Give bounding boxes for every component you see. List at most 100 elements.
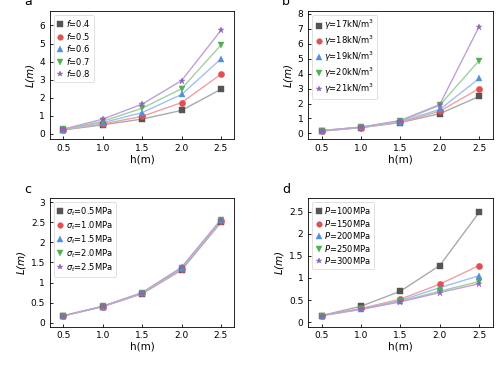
$\sigma_t$=1.0MPa xyxy=(218,219,224,224)
$f$=0.7 xyxy=(60,127,66,132)
$\gamma$=20kN/m$^3$ xyxy=(398,119,404,123)
$\sigma_t$=1.5MPa xyxy=(60,314,66,318)
$\sigma_t$=0.5MPa xyxy=(218,220,224,225)
$\gamma$=19kN/m$^3$ xyxy=(398,119,404,124)
Line: $\sigma_t$=1.0MPa: $\sigma_t$=1.0MPa xyxy=(60,218,224,319)
$\gamma$=20kN/m$^3$ xyxy=(436,103,442,108)
Line: $\gamma$=20kN/m$^3$: $\gamma$=20kN/m$^3$ xyxy=(318,57,482,134)
$P$=100MPa xyxy=(436,264,442,268)
X-axis label: h(m): h(m) xyxy=(130,342,154,352)
Line: $\sigma_t$=1.5MPa: $\sigma_t$=1.5MPa xyxy=(60,217,224,319)
$\sigma_t$=2.0MPa xyxy=(60,314,66,318)
$P$=150MPa xyxy=(398,297,404,301)
Line: $P$=250MPa: $P$=250MPa xyxy=(318,279,482,319)
$\sigma_t$=0.5MPa xyxy=(139,291,145,296)
$\gamma$=21kN/m$^3$ xyxy=(436,102,442,107)
$P$=300MPa xyxy=(358,307,364,312)
Line: $P$=150MPa: $P$=150MPa xyxy=(318,262,482,319)
$\gamma$=18kN/m$^3$ xyxy=(476,86,482,91)
$f$=0.4 xyxy=(139,117,145,121)
$\sigma_t$=2.0MPa xyxy=(178,265,184,270)
$\sigma_t$=2.0MPa xyxy=(100,304,106,308)
$f$=0.4 xyxy=(100,123,106,127)
Line: $\sigma_t$=2.0MPa: $\sigma_t$=2.0MPa xyxy=(60,217,224,319)
$P$=200MPa xyxy=(436,286,442,290)
$f$=0.8 xyxy=(218,28,224,33)
$P$=100MPa xyxy=(358,304,364,309)
$P$=250MPa xyxy=(398,299,404,304)
$\gamma$=18kN/m$^3$ xyxy=(398,120,404,124)
$\sigma_t$=2.5MPa xyxy=(178,265,184,269)
Text: b: b xyxy=(282,0,290,8)
Legend: $\sigma_t$=0.5MPa, $\sigma_t$=1.0MPa, $\sigma_t$=1.5MPa, $\sigma_t$=2.0MPa, $\si: $\sigma_t$=0.5MPa, $\sigma_t$=1.0MPa, $\… xyxy=(54,203,116,277)
$\gamma$=18kN/m$^3$ xyxy=(436,109,442,113)
$P$=200MPa xyxy=(476,273,482,278)
$f$=0.5 xyxy=(60,127,66,132)
$P$=300MPa xyxy=(398,299,404,304)
$\sigma_t$=1.5MPa xyxy=(100,304,106,309)
$\sigma_t$=0.5MPa xyxy=(60,314,66,318)
Line: $\sigma_t$=2.5MPa: $\sigma_t$=2.5MPa xyxy=(60,217,224,319)
$\sigma_t$=1.0MPa xyxy=(139,291,145,295)
$f$=0.7 xyxy=(218,43,224,47)
$\gamma$=18kN/m$^3$ xyxy=(358,125,364,130)
$P$=200MPa xyxy=(358,307,364,311)
$f$=0.6 xyxy=(178,92,184,97)
$\gamma$=20kN/m$^3$ xyxy=(358,125,364,130)
$P$=200MPa xyxy=(398,298,404,303)
$f$=0.8 xyxy=(100,117,106,121)
$\sigma_t$=1.5MPa xyxy=(139,291,145,295)
Line: $f$=0.8: $f$=0.8 xyxy=(60,27,224,132)
$P$=300MPa xyxy=(318,313,324,318)
$\gamma$=17kN/m$^3$ xyxy=(318,129,324,133)
$f$=0.4 xyxy=(218,87,224,91)
Y-axis label: $L$(m): $L$(m) xyxy=(282,63,294,88)
$\sigma_t$=2.5MPa xyxy=(100,304,106,308)
$\gamma$=21kN/m$^3$ xyxy=(318,128,324,133)
$f$=0.6 xyxy=(218,57,224,61)
$f$=0.8 xyxy=(178,79,184,83)
$f$=0.5 xyxy=(218,72,224,76)
$\sigma_t$=2.5MPa xyxy=(139,290,145,295)
$P$=250MPa xyxy=(476,279,482,284)
$\gamma$=20kN/m$^3$ xyxy=(476,58,482,63)
$\sigma_t$=1.0MPa xyxy=(178,267,184,272)
$f$=0.4 xyxy=(60,128,66,132)
$\gamma$=19kN/m$^3$ xyxy=(436,107,442,112)
$\gamma$=17kN/m$^3$ xyxy=(358,126,364,130)
Line: $\gamma$=17kN/m$^3$: $\gamma$=17kN/m$^3$ xyxy=(318,93,482,134)
Line: $f$=0.7: $f$=0.7 xyxy=(60,42,224,132)
$\gamma$=19kN/m$^3$ xyxy=(476,76,482,81)
$\gamma$=21kN/m$^3$ xyxy=(358,125,364,129)
$P$=250MPa xyxy=(318,313,324,318)
Y-axis label: $L$(m): $L$(m) xyxy=(24,63,36,88)
Line: $\gamma$=18kN/m$^3$: $\gamma$=18kN/m$^3$ xyxy=(318,86,482,134)
$P$=100MPa xyxy=(318,313,324,318)
Text: d: d xyxy=(282,183,290,196)
$\gamma$=18kN/m$^3$ xyxy=(318,129,324,133)
$\sigma_t$=0.5MPa xyxy=(178,268,184,272)
Line: $\sigma_t$=0.5MPa: $\sigma_t$=0.5MPa xyxy=(60,219,224,319)
Line: $\gamma$=21kN/m$^3$: $\gamma$=21kN/m$^3$ xyxy=(318,23,482,134)
$\sigma_t$=0.5MPa xyxy=(100,304,106,309)
$\sigma_t$=1.5MPa xyxy=(218,218,224,222)
$f$=0.7 xyxy=(178,87,184,91)
Legend: $P$=100MPa, $P$=150MPa, $P$=200MPa, $P$=250MPa, $P$=300MPa: $P$=100MPa, $P$=150MPa, $P$=200MPa, $P$=… xyxy=(312,203,374,269)
$\sigma_t$=2.5MPa xyxy=(218,217,224,222)
$f$=0.7 xyxy=(100,119,106,123)
$P$=300MPa xyxy=(436,290,442,295)
$f$=0.5 xyxy=(100,122,106,126)
Line: $P$=200MPa: $P$=200MPa xyxy=(318,273,482,319)
Line: $\gamma$=19kN/m$^3$: $\gamma$=19kN/m$^3$ xyxy=(318,75,482,134)
$f$=0.8 xyxy=(60,127,66,131)
$\gamma$=17kN/m$^3$ xyxy=(476,94,482,99)
$f$=0.6 xyxy=(139,110,145,115)
Y-axis label: $L$(m): $L$(m) xyxy=(15,250,28,275)
Line: $P$=100MPa: $P$=100MPa xyxy=(318,209,482,319)
$\sigma_t$=2.0MPa xyxy=(218,218,224,222)
Legend: $\gamma$=17kN/m$^3$, $\gamma$=18kN/m$^3$, $\gamma$=19kN/m$^3$, $\gamma$=20kN/m$^: $\gamma$=17kN/m$^3$, $\gamma$=18kN/m$^3$… xyxy=(312,15,378,99)
Line: $f$=0.5: $f$=0.5 xyxy=(60,71,224,133)
$f$=0.8 xyxy=(139,102,145,106)
X-axis label: h(m): h(m) xyxy=(130,155,154,164)
$P$=150MPa xyxy=(358,306,364,311)
